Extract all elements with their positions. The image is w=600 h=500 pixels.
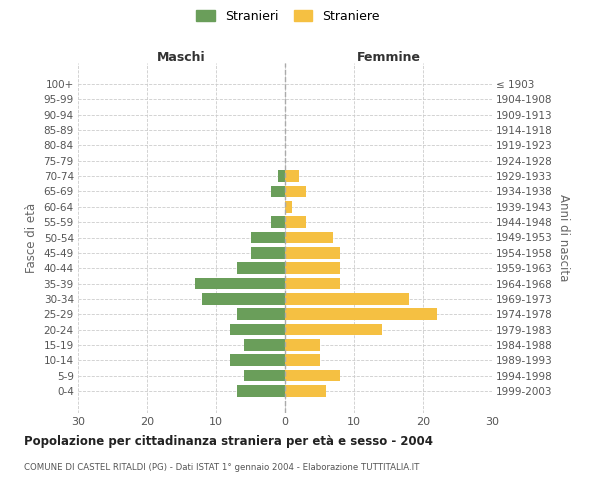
Bar xyxy=(278,170,285,182)
Bar xyxy=(285,247,340,258)
Bar xyxy=(196,278,285,289)
Bar xyxy=(285,262,340,274)
Legend: Stranieri, Straniere: Stranieri, Straniere xyxy=(193,6,383,26)
Bar xyxy=(230,324,285,336)
Bar xyxy=(202,293,285,304)
Bar xyxy=(251,232,285,243)
Bar xyxy=(251,247,285,258)
Bar xyxy=(230,354,285,366)
Bar xyxy=(285,324,382,336)
Bar xyxy=(285,339,320,350)
Bar xyxy=(271,186,285,197)
Bar xyxy=(285,170,299,182)
Bar xyxy=(285,308,437,320)
Bar xyxy=(237,262,285,274)
Y-axis label: Anni di nascita: Anni di nascita xyxy=(557,194,569,281)
Text: Popolazione per cittadinanza straniera per età e sesso - 2004: Popolazione per cittadinanza straniera p… xyxy=(24,435,433,448)
Bar xyxy=(285,201,292,212)
Text: COMUNE DI CASTEL RITALDI (PG) - Dati ISTAT 1° gennaio 2004 - Elaborazione TUTTIT: COMUNE DI CASTEL RITALDI (PG) - Dati IST… xyxy=(24,462,419,471)
Y-axis label: Fasce di età: Fasce di età xyxy=(25,202,38,272)
Text: Maschi: Maschi xyxy=(157,51,206,64)
Bar xyxy=(244,339,285,350)
Bar xyxy=(271,216,285,228)
Bar xyxy=(285,370,340,382)
Bar xyxy=(237,385,285,396)
Bar xyxy=(237,308,285,320)
Bar xyxy=(285,186,306,197)
Bar xyxy=(285,293,409,304)
Bar xyxy=(285,354,320,366)
Bar xyxy=(285,232,334,243)
Bar xyxy=(285,278,340,289)
Bar xyxy=(244,370,285,382)
Bar xyxy=(285,385,326,396)
Bar xyxy=(285,216,306,228)
Text: Femmine: Femmine xyxy=(356,51,421,64)
